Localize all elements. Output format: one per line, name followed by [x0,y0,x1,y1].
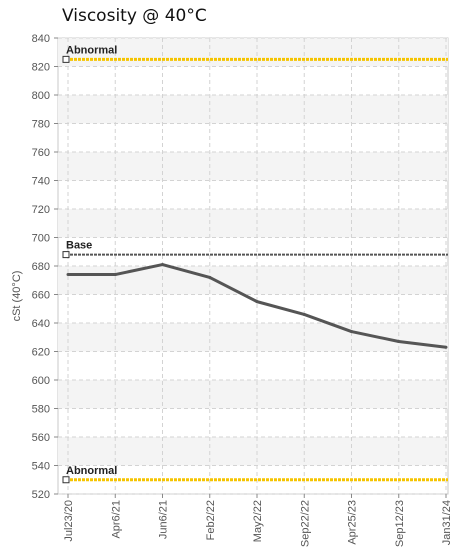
plot-band [58,95,448,124]
data-point [397,340,401,344]
data-point [444,345,448,349]
data-point [161,263,164,267]
y-tick-label: 700 [32,233,50,245]
data-point [255,300,259,304]
plot-band [58,209,448,238]
x-tick-label: Jun6/21 [158,500,170,539]
plot-band [58,152,448,181]
reference-label: Abnormal [66,44,117,56]
plot-band [58,380,448,409]
reference-marker [62,251,70,259]
x-tick-label: Feb2/22 [205,500,217,540]
reference-lines: Abnormal Base Abnormal [62,44,448,484]
reference-label: Abnormal [66,465,117,477]
data-series [66,263,448,349]
data-point [113,273,117,277]
reference-label: Base [66,240,92,252]
reference-marker [62,55,70,63]
y-tick-label: 660 [32,290,50,302]
y-tick-label: 800 [32,90,50,102]
x-tick-label: May2/22 [252,500,264,542]
y-tick-label: 580 [32,404,50,416]
y-tick-label: 840 [32,33,50,45]
y-tick-label: 560 [32,432,50,444]
x-tick-label: Jan31/24 [441,500,453,545]
chart-title: Viscosity @ 40°C [62,6,207,26]
y-tick-label: 640 [32,318,50,330]
reference-marker [62,476,70,484]
y-tick-label: 820 [32,62,50,74]
plot-bands [58,38,448,466]
y-tick-label: 680 [32,261,50,273]
plot-band [58,266,448,295]
x-tick-label: Sep22/22 [299,500,311,547]
plot-band [58,437,448,466]
y-tick-label: 520 [32,489,50,501]
y-tick-label: 720 [32,204,50,216]
y-tick-label: 780 [32,119,50,131]
data-point [302,312,306,316]
y-tick-label: 620 [32,347,50,359]
x-tick-label: Apr25/23 [347,500,359,545]
y-tick-label: 600 [32,375,50,387]
y-axis-label: cSt (40°C) [11,271,23,322]
y-tick-label: 740 [32,176,50,188]
x-tick-label: Sep12/23 [394,500,406,547]
x-tick-label: Jul23/20 [63,500,75,542]
data-point [350,330,353,334]
data-point [66,273,70,277]
y-tick-label: 540 [32,461,50,473]
x-axis-ticks: Jul23/20 Apr6/21 Jun6/21 Feb2/22 May2/22 Sep2… [63,494,453,547]
x-tick-label: Apr6/21 [110,500,122,539]
y-axis-ticks: 520 540 560 580 600 620 640 660 680 700 720 740 760 7… [32,33,58,501]
y-tick-label: 760 [32,147,50,159]
data-point [208,275,212,279]
plot-band [58,38,448,67]
plot-band [58,323,448,352]
grid-lines [58,37,448,495]
